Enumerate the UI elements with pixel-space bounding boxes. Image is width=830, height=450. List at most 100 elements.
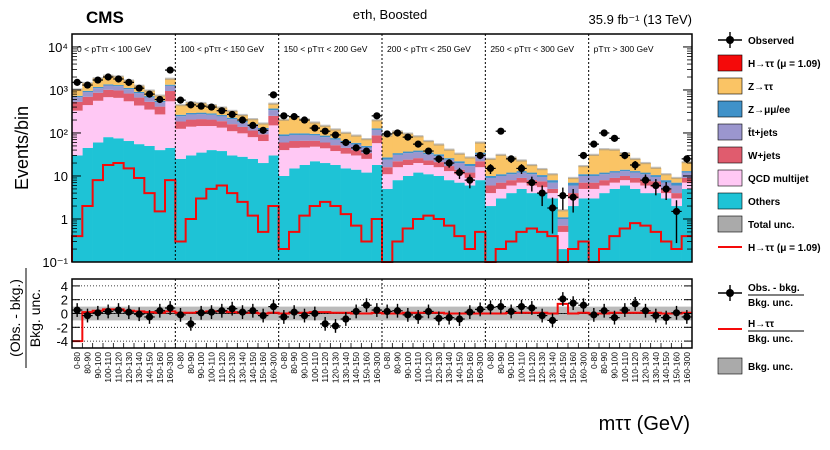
x-tick-label: 100-110 bbox=[517, 352, 527, 383]
x-tick-label: 160-300 bbox=[579, 352, 589, 383]
observed-point bbox=[218, 107, 226, 115]
uncertainty-bin bbox=[485, 157, 496, 161]
x-tick-label: 100-110 bbox=[207, 352, 217, 383]
bar bbox=[123, 87, 135, 90]
bar bbox=[619, 175, 631, 181]
bar bbox=[185, 126, 197, 156]
uncertainty-bin bbox=[247, 118, 258, 121]
pull-point bbox=[662, 314, 670, 322]
y-axis-label-top: Events/bin bbox=[12, 106, 32, 190]
bar bbox=[113, 90, 124, 98]
pull-point bbox=[600, 307, 608, 315]
pull-point bbox=[466, 308, 474, 316]
observed-point bbox=[424, 147, 433, 155]
x-tick-label: 160-300 bbox=[682, 352, 692, 383]
bar bbox=[557, 217, 569, 219]
pull-point bbox=[393, 307, 402, 315]
uncertainty-bin bbox=[475, 141, 486, 144]
uncertainty-bin bbox=[630, 157, 641, 161]
bar bbox=[630, 177, 641, 183]
uncertainty-bin bbox=[237, 113, 248, 117]
pull-point bbox=[145, 313, 154, 321]
bar bbox=[588, 175, 600, 183]
x-tick-label: 150-160 bbox=[568, 352, 578, 383]
legend-marker bbox=[726, 36, 734, 44]
bar bbox=[123, 93, 135, 102]
bar bbox=[464, 185, 476, 262]
bar bbox=[506, 157, 517, 173]
uncertainty-bin bbox=[568, 176, 579, 180]
x-tick-label: 150-160 bbox=[155, 352, 165, 383]
bar bbox=[578, 166, 589, 175]
bar bbox=[72, 95, 83, 98]
x-tick-label: 150-160 bbox=[258, 352, 268, 383]
x-tick-label: 140-150 bbox=[455, 352, 465, 383]
bar bbox=[237, 126, 248, 134]
bar bbox=[185, 114, 197, 120]
bar bbox=[485, 185, 496, 194]
region-label: 200 < pTττ < 250 GeV bbox=[387, 44, 471, 54]
bar bbox=[268, 103, 279, 109]
legend-label: Total unc. bbox=[748, 220, 795, 231]
legend-swatch bbox=[717, 192, 743, 210]
uncertainty-bin bbox=[433, 143, 444, 146]
bar bbox=[320, 135, 331, 138]
x-tick-label: 140-150 bbox=[145, 352, 155, 383]
x-tick-label: 110-120 bbox=[217, 352, 227, 383]
pull-point bbox=[166, 304, 174, 312]
bar bbox=[495, 175, 507, 183]
bar bbox=[351, 169, 362, 262]
legend-swatch bbox=[717, 100, 743, 118]
bar bbox=[609, 149, 620, 172]
observed-point bbox=[683, 155, 691, 163]
bar bbox=[144, 97, 155, 102]
y-tick-label: 1 bbox=[61, 212, 68, 227]
pull-point bbox=[621, 306, 629, 314]
pull-point bbox=[559, 295, 567, 303]
bar bbox=[495, 174, 507, 176]
bar bbox=[340, 153, 352, 169]
pull-point bbox=[435, 314, 443, 322]
pull-point bbox=[652, 311, 660, 320]
bar bbox=[650, 175, 662, 177]
y-axis-label-bottom-denominator: Bkg. unc. bbox=[27, 289, 43, 347]
pull-point bbox=[176, 311, 185, 319]
uncertainty-bin bbox=[454, 152, 465, 155]
bar bbox=[516, 188, 527, 262]
bar bbox=[506, 180, 517, 186]
region-label: 150 < pTττ < 200 GeV bbox=[284, 44, 368, 54]
observed-points bbox=[72, 66, 692, 244]
bar bbox=[165, 84, 176, 86]
bar bbox=[247, 137, 259, 159]
bar bbox=[433, 162, 445, 168]
bar bbox=[258, 123, 269, 128]
bar bbox=[351, 155, 362, 170]
bar bbox=[320, 163, 331, 262]
bar bbox=[413, 152, 424, 159]
bar bbox=[175, 105, 186, 115]
bar bbox=[268, 108, 279, 111]
observed-point bbox=[228, 110, 236, 119]
bar bbox=[485, 206, 496, 262]
pull-point bbox=[238, 308, 247, 316]
uncertainty-bin bbox=[516, 159, 527, 162]
bar bbox=[206, 113, 217, 115]
bar bbox=[206, 114, 217, 120]
pull-point bbox=[125, 308, 133, 316]
bar bbox=[526, 172, 538, 175]
bar bbox=[361, 158, 372, 173]
pull-point bbox=[135, 310, 143, 318]
bar bbox=[475, 167, 486, 181]
bar bbox=[392, 161, 403, 168]
x-tick-label: 150-160 bbox=[465, 352, 475, 383]
x-tick-label: 0-80 bbox=[486, 352, 496, 369]
bar bbox=[630, 171, 641, 173]
y-tick-label: 10² bbox=[49, 126, 68, 141]
uncertainty-bin bbox=[413, 135, 424, 138]
bar bbox=[289, 116, 300, 134]
bar bbox=[671, 185, 682, 194]
bar bbox=[640, 193, 651, 262]
bar bbox=[123, 141, 135, 262]
bar bbox=[351, 135, 362, 143]
bar bbox=[72, 101, 83, 111]
